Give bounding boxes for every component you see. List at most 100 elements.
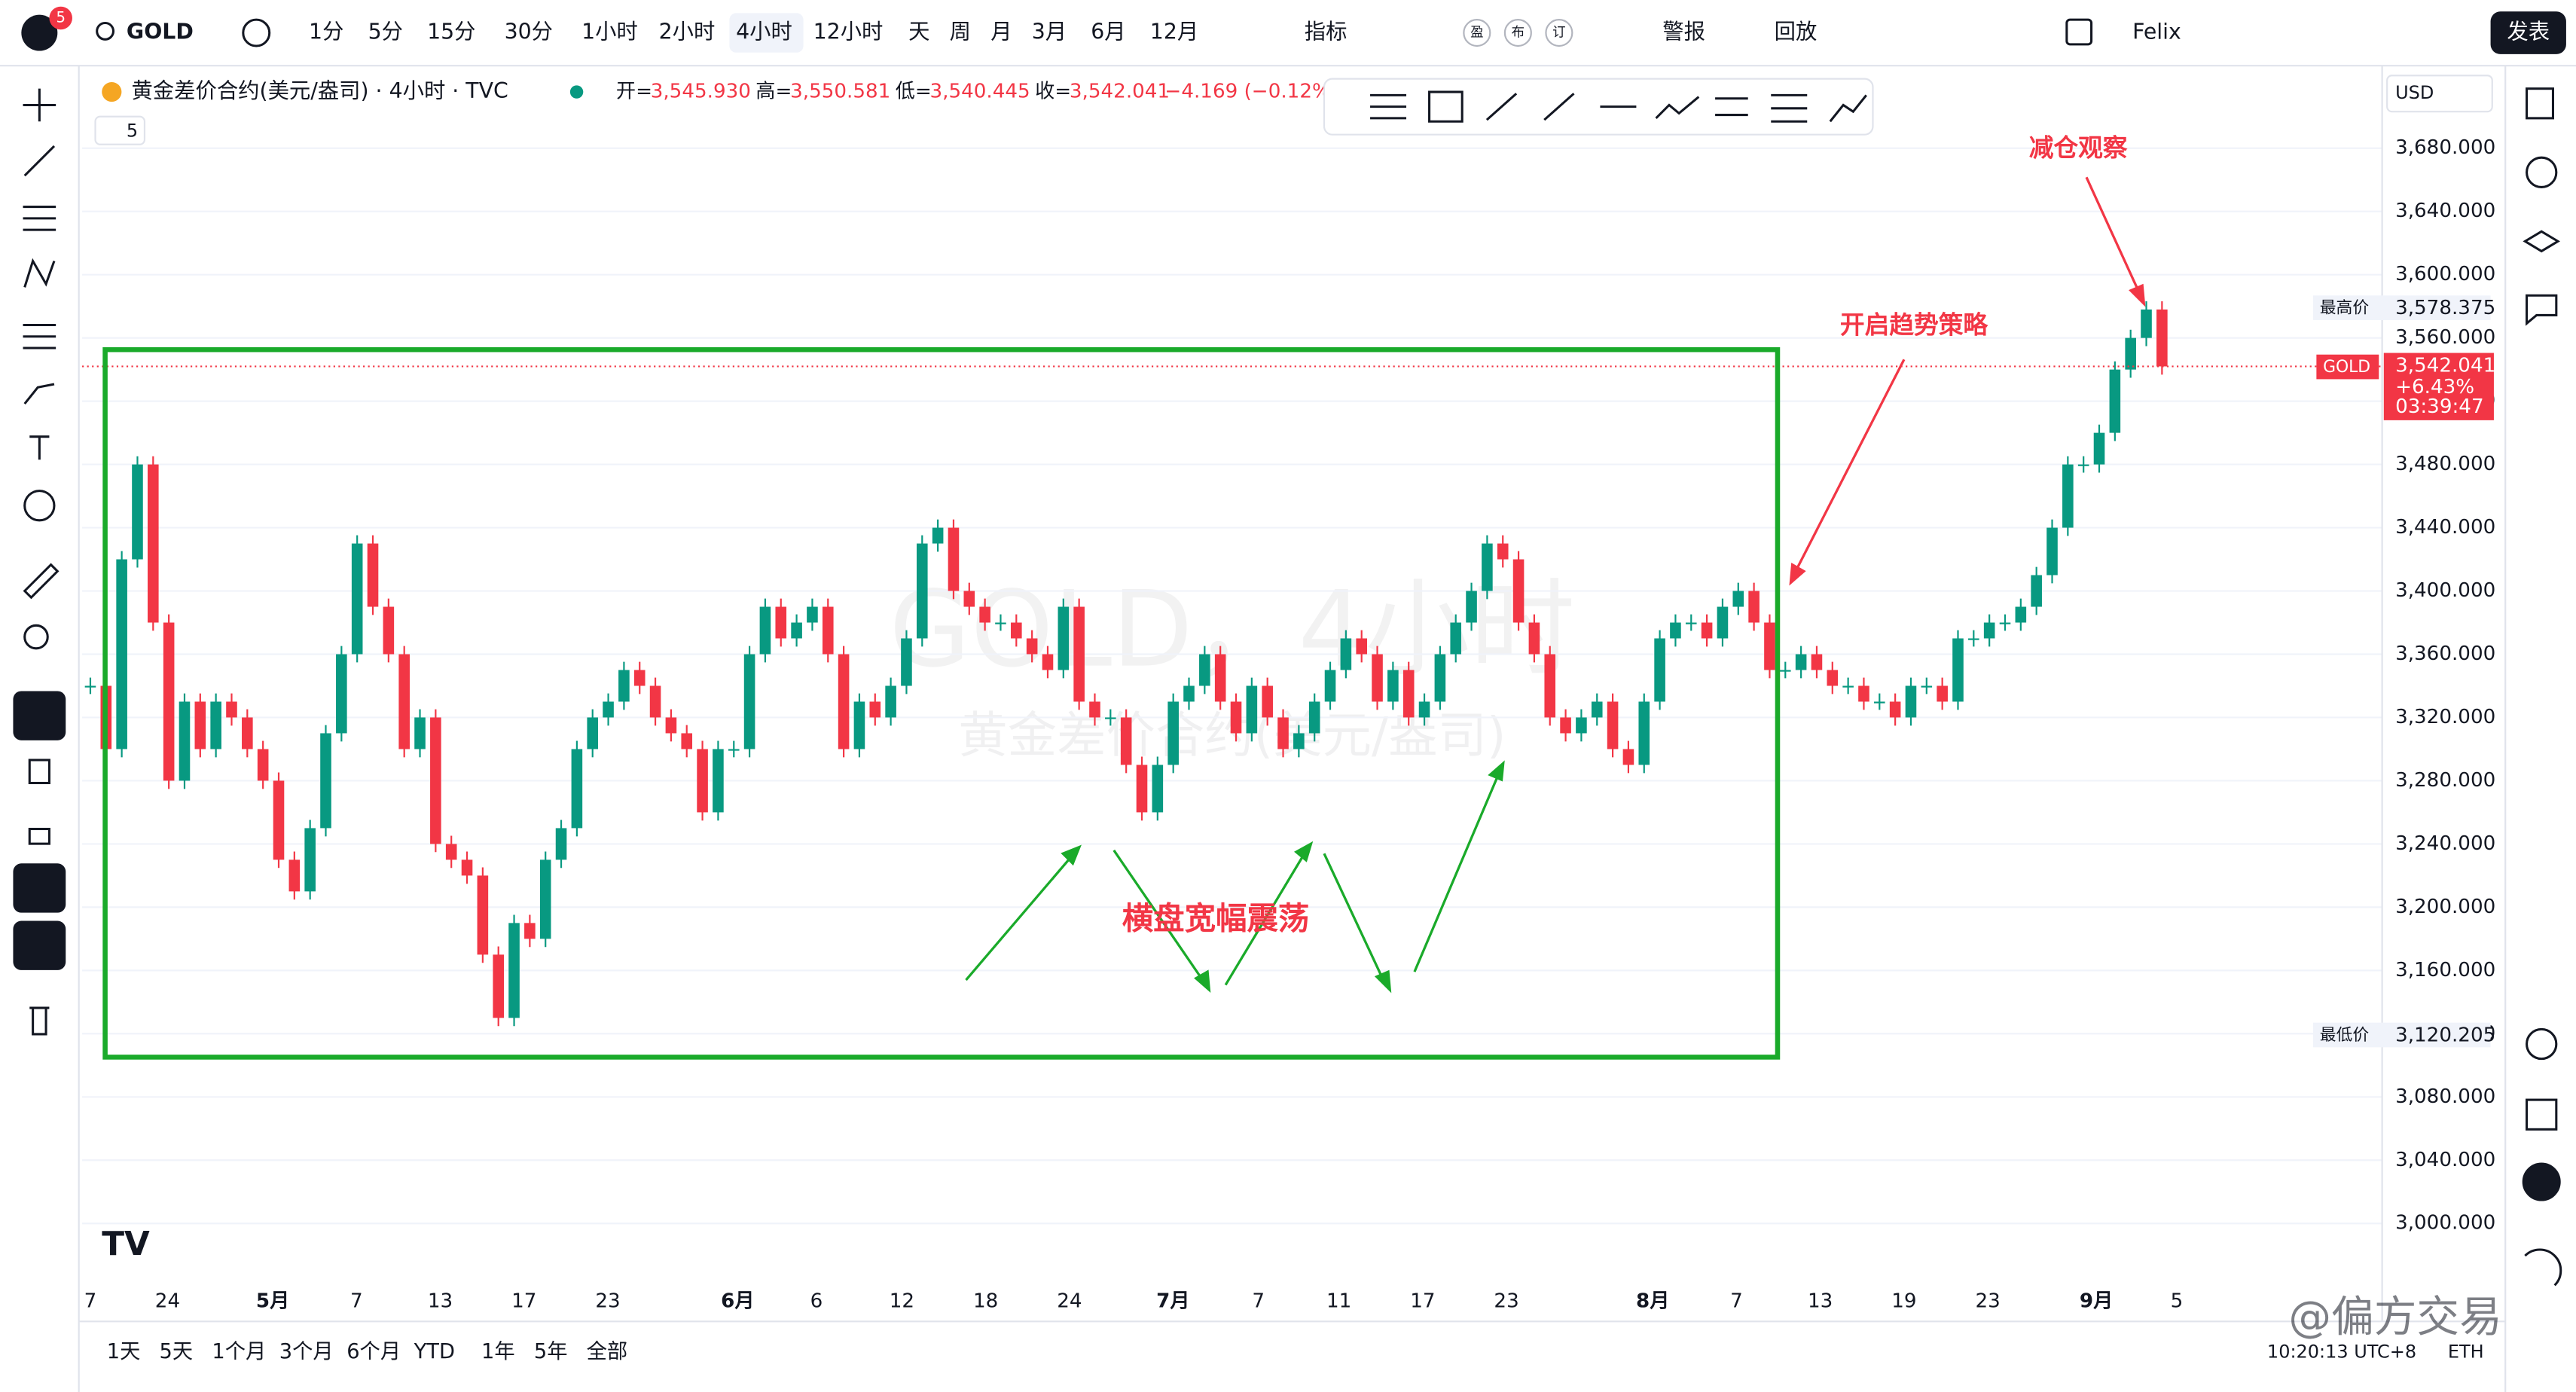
collapse-button[interactable]	[94, 115, 146, 145]
range-button[interactable]: 5天	[160, 1340, 194, 1363]
currency: USD	[2395, 82, 2434, 103]
candle	[1889, 701, 1901, 718]
logo[interactable]	[21, 14, 58, 51]
candle	[1732, 591, 1744, 607]
chart-area: GOLD，4小时 黄金差价合约(美元/盎司)	[82, 147, 2382, 1225]
interval[interactable]: 1分	[309, 20, 343, 44]
small-button[interactable]	[1463, 19, 1491, 47]
active-interval	[729, 13, 804, 53]
interval[interactable]: 1小时	[581, 20, 638, 44]
candle	[713, 749, 724, 813]
candle	[979, 606, 990, 623]
range-button[interactable]: 6个月	[346, 1340, 401, 1363]
candle	[1654, 638, 1665, 702]
currency-select[interactable]	[2386, 75, 2493, 113]
candle	[791, 622, 802, 639]
symbol[interactable]: GOLD	[127, 20, 194, 44]
candle	[1073, 606, 1085, 702]
timer: 03:39:47	[2395, 395, 2484, 418]
candle	[1937, 685, 1948, 702]
interval[interactable]: 6月	[1091, 20, 1125, 44]
candle	[1779, 670, 1791, 672]
annotation: 开启趋势策略	[1840, 311, 1989, 340]
candle	[1952, 638, 1964, 702]
interval[interactable]: 5分	[368, 20, 403, 44]
candle	[743, 654, 755, 749]
range-button[interactable]: 全部	[587, 1340, 628, 1363]
user[interactable]: Felix	[2132, 20, 2181, 44]
magnet-button[interactable]	[13, 691, 66, 740]
interval[interactable]: 天	[908, 20, 929, 44]
symbol-label: GOLD	[2323, 358, 2370, 377]
candle	[1387, 670, 1399, 702]
interval[interactable]: 3月	[1032, 20, 1067, 44]
ohlc-label: 高=	[755, 81, 792, 103]
ohlc-value: 3,550.581	[790, 81, 890, 103]
candle	[320, 733, 331, 829]
session[interactable]: ETH	[2448, 1342, 2484, 1363]
candle	[194, 701, 206, 749]
small-button[interactable]	[1503, 19, 1532, 47]
candle	[1905, 685, 1917, 718]
ohlc-change: −4.169 (−0.12%)	[1164, 81, 1338, 103]
drawing-tools[interactable]	[1370, 90, 1867, 123]
range-button[interactable]: 3个月	[279, 1340, 334, 1363]
publish-button[interactable]	[2490, 11, 2566, 54]
interval[interactable]: 30分	[505, 20, 553, 44]
candle	[2062, 464, 2074, 528]
candle	[2046, 527, 2058, 575]
range-button[interactable]: 5年	[534, 1340, 568, 1363]
search-icon[interactable]	[96, 21, 115, 41]
candle	[1795, 654, 1807, 670]
interval[interactable]: 月	[990, 20, 1012, 44]
interval[interactable]: 15分	[427, 20, 475, 44]
range-button[interactable]: 1个月	[212, 1340, 266, 1363]
link-button[interactable]	[13, 920, 66, 970]
candle	[1811, 654, 1823, 670]
x-tick-label: 12	[890, 1290, 914, 1313]
interval[interactable]: 周	[950, 20, 971, 44]
candle	[1701, 622, 1713, 639]
interval[interactable]: 12小时	[813, 20, 884, 44]
candle	[603, 701, 614, 718]
y-tick-label: 3,400.000	[2395, 579, 2495, 602]
left-tools[interactable]	[23, 88, 60, 1036]
candle	[822, 606, 834, 655]
candle	[461, 859, 473, 876]
annotation: 横盘宽幅震荡	[1122, 901, 1310, 937]
candle	[1058, 606, 1070, 670]
interval[interactable]: 12月	[1150, 20, 1198, 44]
ohlc-value: 3,542.041	[1070, 81, 1170, 103]
candle	[932, 527, 944, 544]
x-tick-label: 7	[84, 1290, 97, 1313]
small-button[interactable]	[1545, 19, 1573, 47]
last-price: 3,542.041	[2395, 354, 2495, 377]
x-tick-label: 7	[1252, 1290, 1265, 1313]
range-button[interactable]: 1天	[107, 1340, 141, 1363]
candle	[477, 875, 489, 955]
hide-button[interactable]	[13, 863, 66, 913]
candle	[2031, 575, 2042, 607]
candle	[1246, 685, 1258, 734]
indicators[interactable]: 指标	[1305, 20, 1348, 44]
candle	[1482, 543, 1493, 591]
candle	[84, 685, 96, 688]
interval[interactable]: 4小时	[736, 20, 792, 44]
range-box	[102, 346, 1781, 1060]
alert[interactable]: 警报	[1662, 20, 1705, 44]
range-button[interactable]: 1年	[481, 1340, 515, 1363]
right-tools[interactable]	[2522, 87, 2562, 1287]
replay[interactable]: 回放	[1775, 20, 1818, 44]
candle	[1199, 654, 1210, 686]
layout-icon[interactable]	[2065, 18, 2093, 46]
candle	[2141, 309, 2152, 338]
range-button[interactable]: YTD	[414, 1340, 455, 1363]
interval[interactable]: 2小时	[659, 20, 716, 44]
add-icon[interactable]	[242, 18, 271, 47]
low-value: 3,120.205	[2395, 1024, 2495, 1047]
candle	[697, 749, 708, 813]
candle	[508, 923, 520, 1018]
candle	[1497, 543, 1509, 560]
